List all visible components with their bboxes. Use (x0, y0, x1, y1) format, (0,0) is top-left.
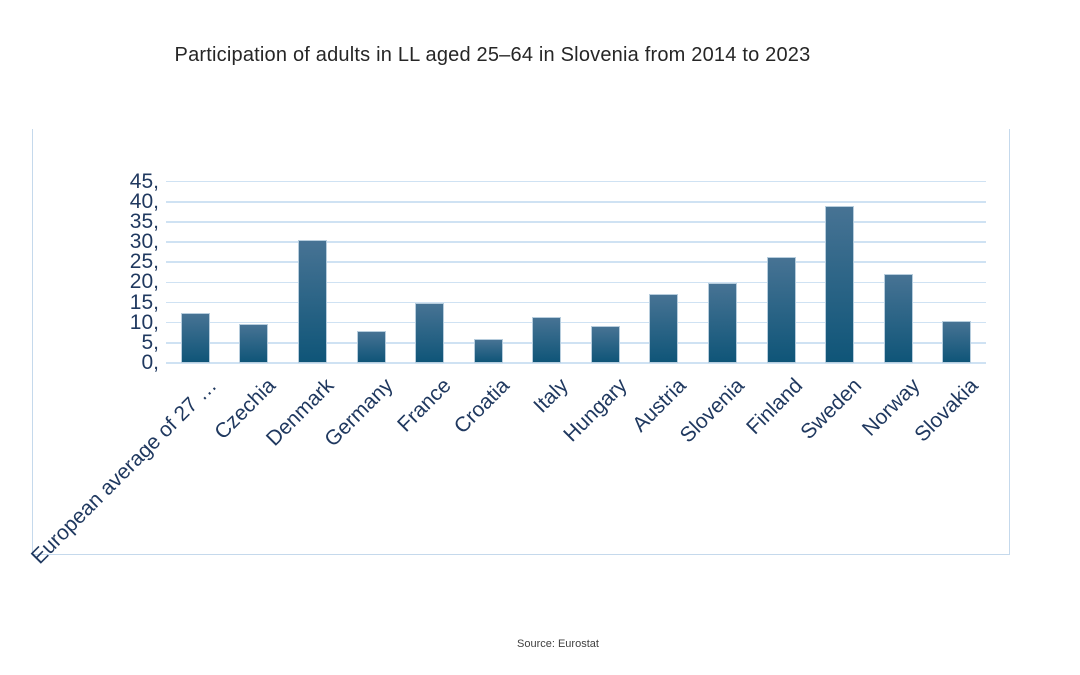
bar-croatia (473, 338, 503, 363)
x-label-sweden: Sweden (795, 374, 866, 444)
gridline-45 (166, 180, 986, 183)
bar-denmark (297, 239, 327, 363)
y-tick-label-30: 30, (129, 230, 159, 254)
gridline-30 (166, 241, 986, 243)
y-tick-label-35: 35, (129, 209, 159, 233)
y-tick-label-0: 0, (141, 351, 159, 374)
y-tick-label-10: 10, (129, 310, 159, 334)
gridline-35 (166, 221, 986, 223)
bar-finland (766, 256, 796, 363)
x-label-italy: Italy (529, 374, 573, 418)
gridline-0 (166, 362, 986, 364)
bar-germany (356, 331, 386, 363)
bar-czechia (239, 324, 269, 363)
bar-italy (532, 316, 562, 363)
gridline-5 (166, 342, 986, 344)
bar-sweden (825, 205, 855, 363)
bar-norway (883, 273, 913, 363)
x-label-european-average-of-27: European average of 27 … (26, 374, 222, 569)
bar-france (415, 303, 445, 363)
bar-hungary (590, 325, 620, 363)
y-tick-label-20: 20, (129, 270, 159, 294)
y-tick-label-45: 45, (129, 169, 159, 193)
bar-european-average-of-27 (180, 312, 210, 363)
gridline-10 (166, 321, 986, 324)
gridline-20 (166, 281, 986, 284)
chart-title: Participation of adults in LL aged 25–64… (174, 44, 811, 66)
gridline-25 (166, 261, 986, 263)
bar-slovakia (942, 320, 972, 363)
x-label-slovenia: Slovenia (675, 374, 749, 448)
y-tick-label-5: 5, (141, 330, 159, 354)
source-note: Source: Eurostat (517, 638, 599, 650)
gridline-40 (166, 201, 986, 203)
bar-austria (649, 293, 679, 363)
bar-slovenia (707, 282, 737, 363)
x-label-hungary: Hungary (559, 374, 632, 447)
x-label-slovakia: Slovakia (910, 374, 983, 447)
x-label-croatia: Croatia (450, 374, 515, 439)
y-tick-label-25: 25, (129, 250, 159, 274)
x-label-france: France (393, 374, 456, 437)
y-tick-label-40: 40, (129, 189, 159, 213)
gridline-15 (166, 301, 986, 304)
chart-panel: 0, 5, 10, 15, 20, 25, 30, 35, 40, 45, European ave… (27, 129, 1010, 569)
y-tick-label-15: 15, (129, 290, 159, 314)
